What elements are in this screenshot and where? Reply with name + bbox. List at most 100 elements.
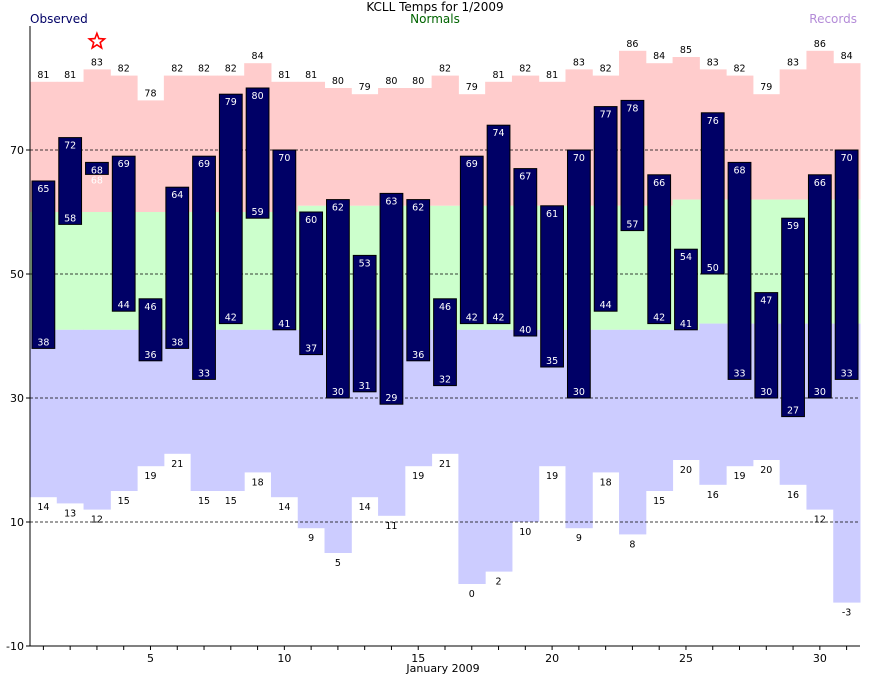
observed-low-label: 27 [787,406,799,417]
observed-high-label: 77 [600,110,612,121]
observed-low-label: 35 [546,356,558,367]
record-high-label: 84 [653,51,665,62]
observed-high-label: 69 [198,159,210,170]
record-low-label: -3 [842,608,851,619]
observed-bar [218,93,243,325]
normal-range-band [244,212,272,330]
record-low-label: 2 [496,577,502,588]
record-low-label: 13 [64,508,76,519]
observed-low-label: 59 [252,207,264,218]
observed-bar [192,155,216,380]
record-high-label: 79 [466,82,478,93]
record-low-band [163,329,192,454]
observed-bar [620,99,645,232]
record-high-band [137,100,165,212]
observed-high-label: 60 [305,215,317,226]
record-high-label: 82 [733,64,745,75]
observed-bar [299,211,324,356]
record-low-band [699,323,727,485]
record-low-label: 14 [359,502,371,513]
observed-low-label: 68 [91,175,103,186]
observed-bar [58,137,83,225]
record-low-label: 15 [225,496,237,507]
record-high-band [297,81,326,206]
observed-high-label: 61 [546,209,558,220]
x-tick-label: 30 [813,652,827,665]
record-high-label: 81 [278,70,290,81]
record-low-label: 19 [412,471,424,482]
observed-bar [674,248,698,331]
observed-bar [727,161,752,380]
record-low-label: 14 [278,502,290,513]
observed-bar [111,155,136,312]
record-high-label: 82 [225,64,237,75]
record-high-band [378,88,406,206]
record-high-label: 81 [37,70,49,81]
observed-low-label: 30 [814,387,826,398]
observed-bar [138,298,163,362]
record-high-label: 83 [787,57,799,68]
record-low-band [83,329,111,510]
y-tick-label: 70 [10,144,24,157]
observed-high-label: 68 [91,165,103,176]
chart-title: KCLL Temps for 1/2009 [366,0,504,14]
observed-bar [245,87,270,219]
observed-low-label: 32 [439,375,451,386]
observed-high-label: 72 [64,141,76,152]
record-high-band [83,69,111,213]
observed-bar [781,217,805,418]
observed-bar [433,298,457,387]
observed-low-label: 30 [573,387,585,398]
record-high-label: 86 [814,39,826,50]
record-high-label: 81 [64,70,76,81]
observed-low-label: 38 [171,337,183,348]
observed-low-label: 42 [493,313,505,324]
record-low-label: 18 [600,477,612,488]
record-low-label: 18 [252,477,264,488]
observed-high-label: 59 [787,221,799,232]
record-low-label: 5 [335,558,341,569]
observed-bars [31,87,859,418]
record-low-label: 15 [118,496,130,507]
observed-bar [165,186,190,349]
record-low-band [511,329,540,522]
observed-high-label: 66 [653,178,665,189]
record-low-label: 21 [439,459,451,470]
y-tick-label: -10 [6,640,24,653]
record-low-band [458,329,486,584]
record-high-label: 80 [332,76,344,87]
legend-records: Records [809,12,857,26]
observed-bar [700,112,725,275]
observed-low-label: 42 [225,313,237,324]
record-low-label: 9 [576,533,582,544]
record-high-band [324,88,352,206]
record-low-label: 16 [787,490,799,501]
observed-high-label: 63 [385,196,397,207]
record-low-band [110,329,138,491]
observed-low-label: 31 [359,381,371,392]
observed-high-label: 76 [707,116,719,127]
observed-bar [807,174,832,399]
observed-bar [31,180,56,349]
observed-high-label: 69 [118,159,130,170]
observed-low-label: 29 [385,393,397,404]
observed-high-label: 62 [412,203,424,214]
observed-low-label: 57 [626,220,638,231]
observed-high-label: 53 [359,258,371,269]
record-high-label: 82 [439,64,451,75]
observed-low-label: 30 [332,387,344,398]
y-tick-label: 30 [10,392,24,405]
observed-high-label: 70 [841,153,853,164]
observed-bar [513,168,538,337]
observed-low-label: 38 [37,337,49,348]
record-low-band [645,329,674,491]
record-low-label: 20 [680,465,692,476]
observed-bar [754,292,779,399]
observed-high-label: 65 [37,184,49,195]
normal-range-band [56,212,85,330]
record-high-label: 80 [385,76,397,87]
record-low-band [217,329,245,491]
record-high-label: 83 [707,57,719,68]
record-high-band [538,81,566,206]
